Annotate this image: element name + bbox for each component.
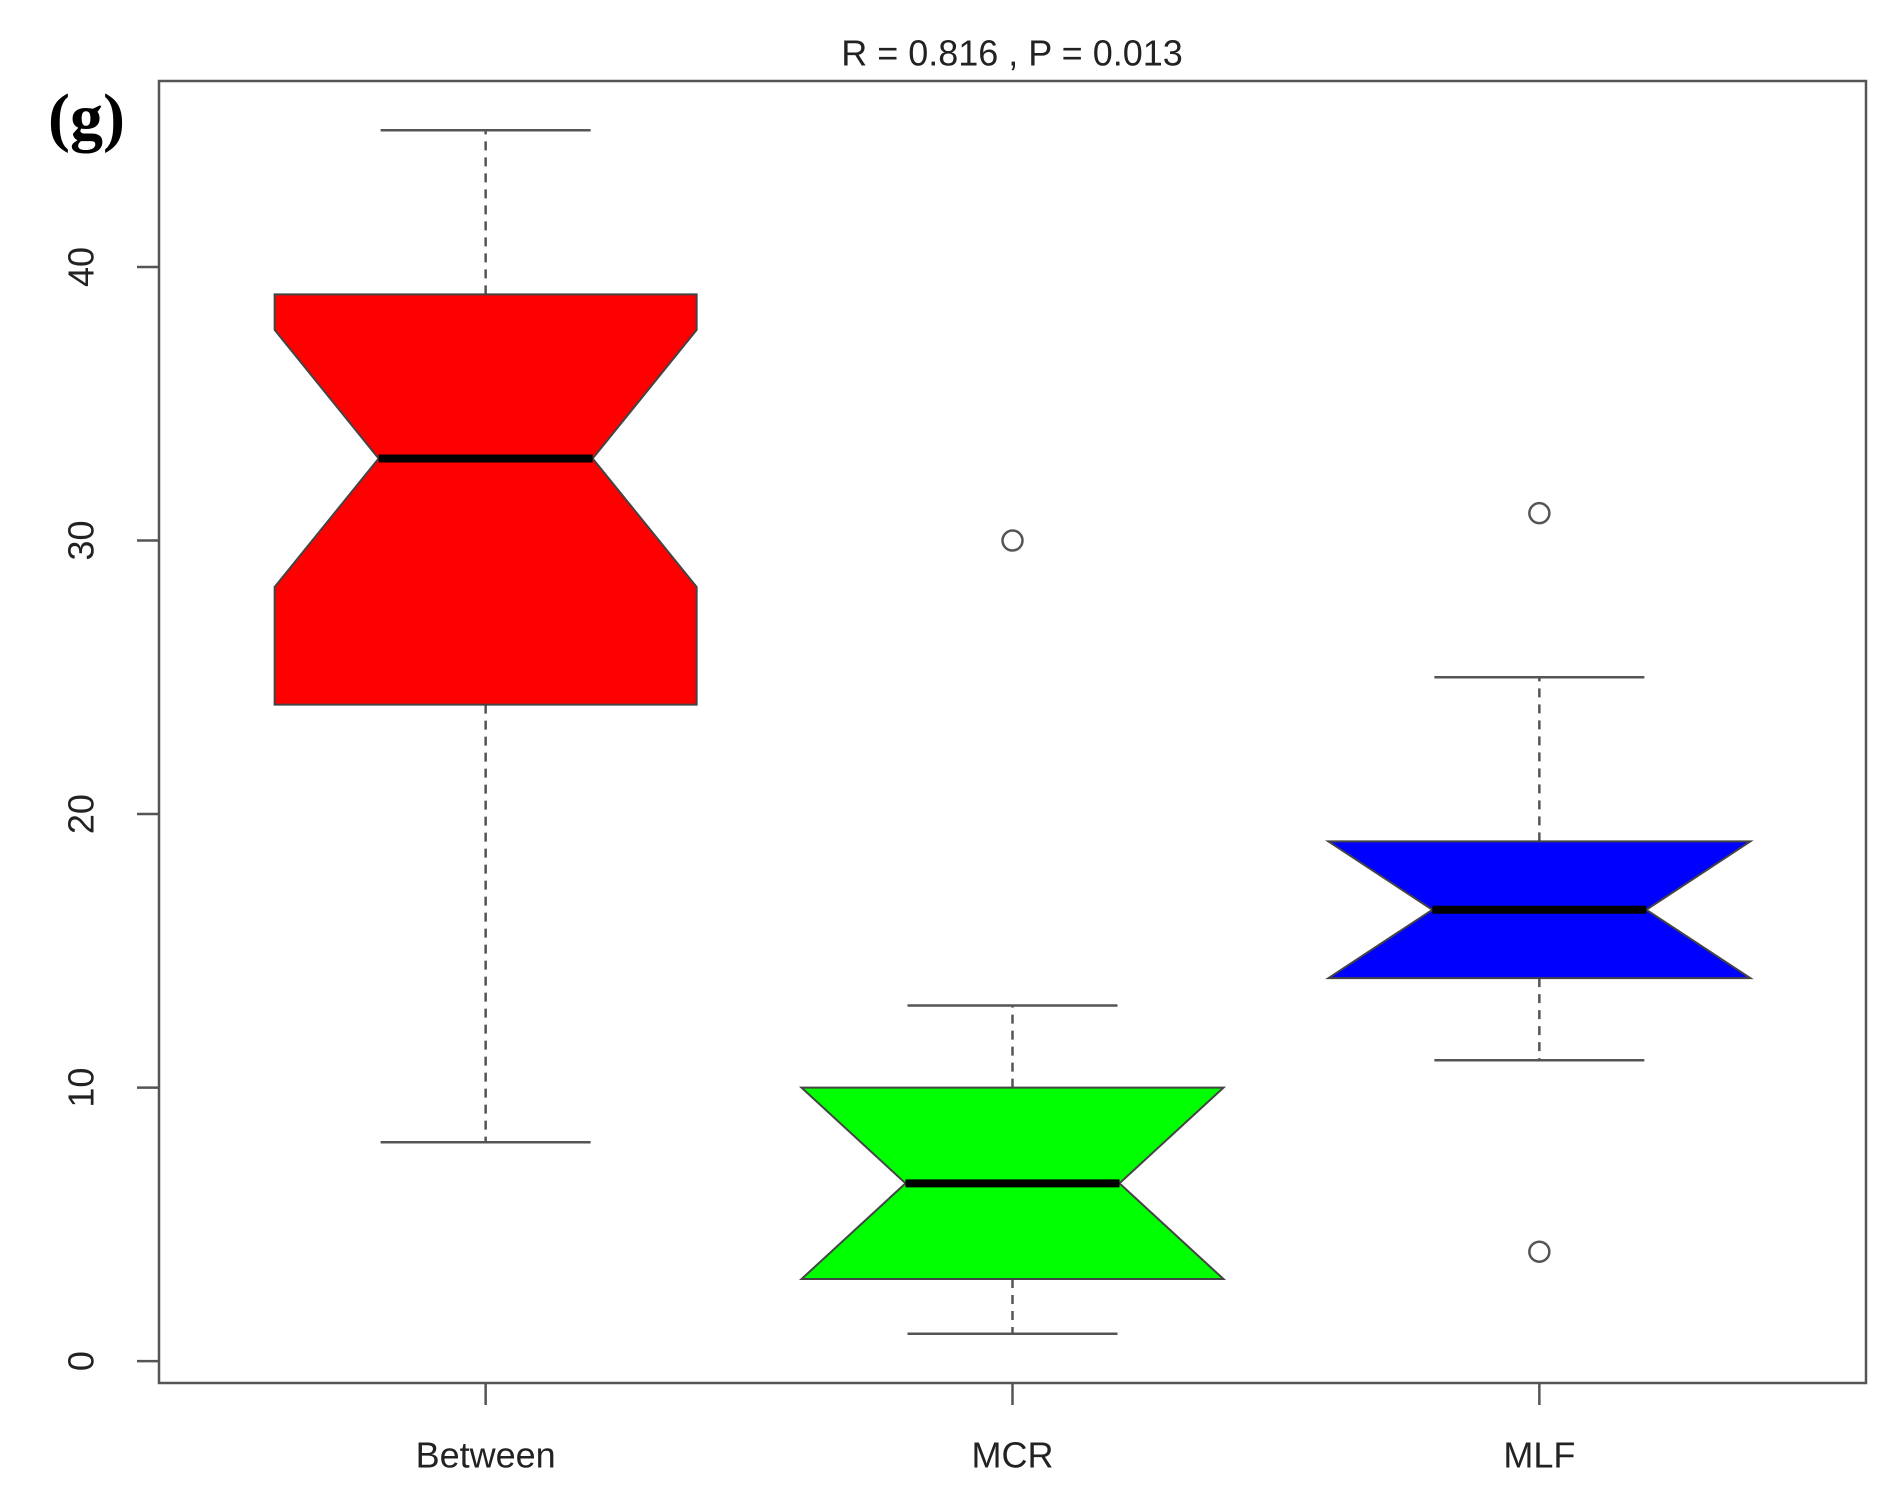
y-tick-label: 30 xyxy=(61,521,102,561)
y-tick-label: 40 xyxy=(61,247,102,287)
outlier xyxy=(1528,501,1551,525)
chart-title: R = 0.816 , P = 0.013 xyxy=(841,33,1183,74)
outlier xyxy=(1528,1240,1551,1263)
y-tick-label: 10 xyxy=(61,1068,102,1108)
x-tick-label: MLF xyxy=(1503,1435,1575,1476)
y-tick-label: 20 xyxy=(61,794,102,834)
x-tick-label: Between xyxy=(416,1435,556,1476)
box xyxy=(273,293,698,706)
x-tick-label: MCR xyxy=(972,1435,1054,1476)
y-tick-label: 0 xyxy=(61,1351,102,1371)
panel-label: (g) xyxy=(48,81,125,154)
outlier xyxy=(1001,529,1024,552)
